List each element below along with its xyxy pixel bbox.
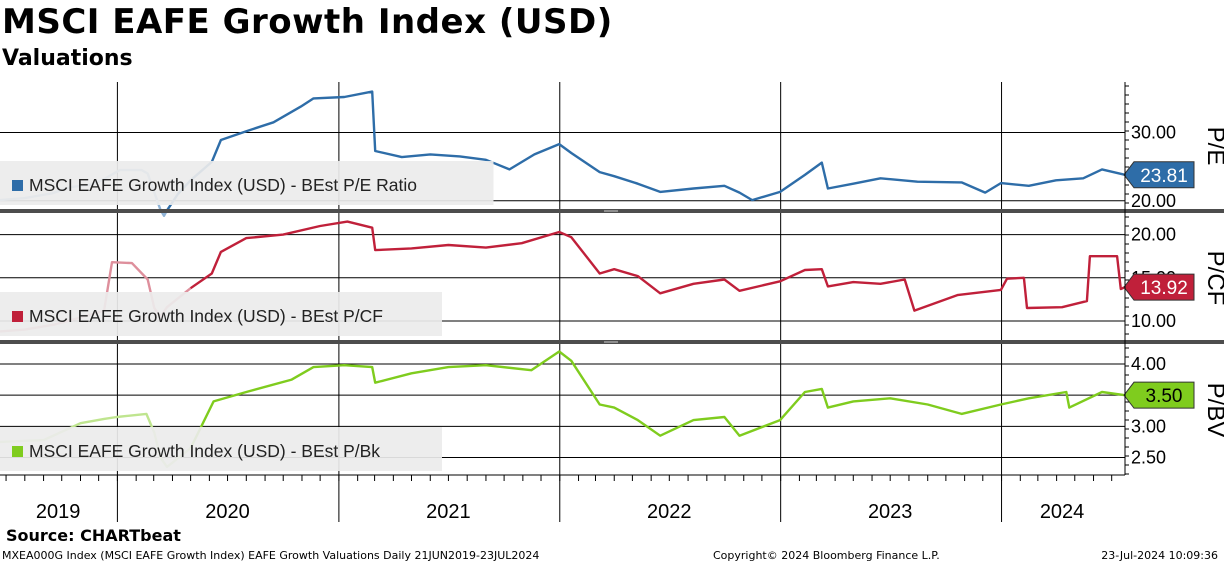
series-line-pcf: [189, 220, 1126, 312]
source-label: Source: CHARTbeat: [6, 526, 181, 545]
series-line-pbk: [189, 350, 1126, 449]
legend-pe: MSCI EAFE Growth Index (USD) - BEst P/E …: [0, 161, 494, 205]
legend-pcf: MSCI EAFE Growth Index (USD) - BEst P/CF: [0, 292, 442, 336]
last-value-tag-pcf: 13.92: [1123, 273, 1195, 301]
last-value-text: 23.81: [1140, 166, 1188, 187]
ytick-label-pe-0: 30.00: [1131, 123, 1176, 143]
xtick-label-2022: 2022: [647, 501, 692, 523]
ytick-label-pbk-0: 4.00: [1131, 354, 1166, 374]
legend-text-pbk: MSCI EAFE Growth Index (USD) - BEst P/Bk: [29, 441, 380, 461]
legend-swatch-pbk: [12, 446, 23, 457]
axis-title-pbk: P/BV: [1202, 383, 1224, 438]
legend-text-pe: MSCI EAFE Growth Index (USD) - BEst P/E …: [29, 175, 417, 195]
xtick-label-2023: 2023: [868, 501, 913, 523]
series-line-pe: [166, 90, 1126, 212]
axis-title-pcf: P/CF: [1202, 251, 1224, 306]
ytick-label-pcf-2: 10.00: [1131, 311, 1176, 331]
chart-title: MSCI EAFE Growth Index (USD): [2, 2, 613, 42]
ticker-info: MXEA000G Index (MSCI EAFE Growth Index) …: [2, 549, 540, 562]
last-value-bg: [1123, 381, 1195, 409]
legend-swatch-pe: [12, 180, 23, 191]
legend-bg: [0, 161, 494, 205]
ytick-label-pbk-3: 2.50: [1131, 448, 1166, 468]
axis-title-pe: P/E: [1202, 127, 1224, 166]
last-value-bg: [1123, 161, 1195, 189]
xtick-label-2024: 2024: [1040, 501, 1085, 523]
ytick-label-pcf-0: 20.00: [1131, 225, 1176, 245]
timestamp: 23-Jul-2024 10:09:36: [1101, 549, 1218, 562]
copyright-notice: Copyright© 2024 Bloomberg Finance L.P.: [713, 549, 940, 562]
last-value-tag-pbk: 3.50: [1123, 381, 1195, 409]
ytick-label-pbk-2: 3.00: [1131, 416, 1166, 436]
last-value-text: 13.92: [1140, 278, 1188, 299]
ytick-label-pe-1: 20.00: [1131, 191, 1176, 211]
chart-subtitle: Valuations: [2, 46, 133, 71]
legend-text-pcf: MSCI EAFE Growth Index (USD) - BEst P/CF: [29, 306, 383, 326]
xtick-label-2020: 2020: [205, 501, 250, 523]
last-value-text: 3.50: [1146, 386, 1183, 407]
last-value-tag-pe: 23.81: [1123, 161, 1195, 189]
legend-bg: [0, 292, 442, 336]
legend-bg: [0, 427, 442, 471]
xtick-label-2019: 2019: [36, 501, 81, 523]
last-value-bg: [1123, 273, 1195, 301]
legend-pbk: MSCI EAFE Growth Index (USD) - BEst P/Bk: [0, 427, 442, 471]
xtick-label-2021: 2021: [426, 501, 471, 523]
legend-swatch-pcf: [12, 311, 23, 322]
